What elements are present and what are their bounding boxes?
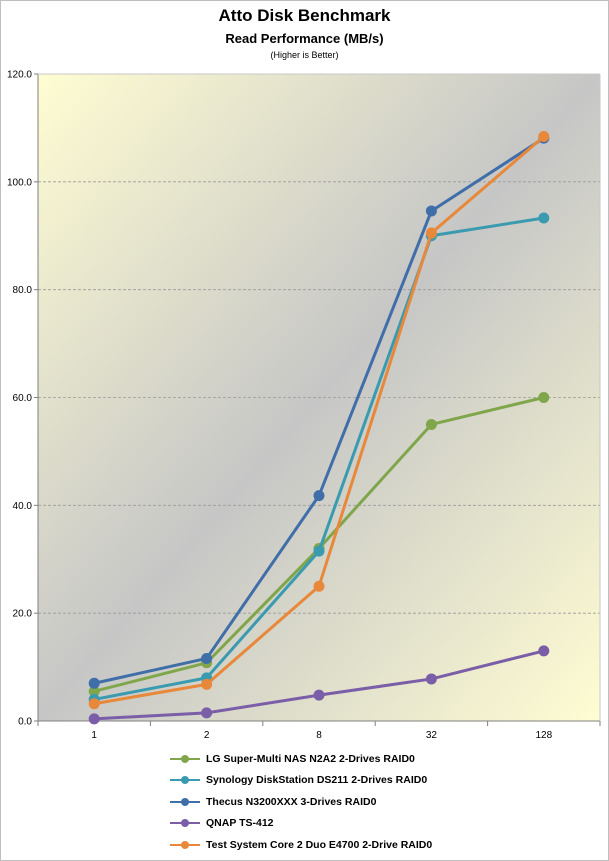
x-tick-label: 2 [204,730,210,741]
data-point [88,698,100,710]
legend-swatch [170,797,200,807]
y-tick-label: 20.0 [13,609,33,620]
legend-label: Thecus N3200XXX 3-Drives RAID0 [206,795,377,808]
data-point [425,673,437,685]
legend-swatch [170,775,200,785]
data-point [538,645,550,657]
legend-label: QNAP TS-412 [206,817,274,830]
data-point [313,689,325,701]
chart-note: (Higher is Better) [270,50,339,60]
legend-swatch [170,754,200,764]
y-tick-label: 100.0 [7,177,32,188]
data-point [313,490,325,502]
legend-label: Test System Core 2 Duo E4700 2-Drive RAI… [206,838,433,851]
legend-item: LG Super-Multi NAS N2A2 2-Drives RAID0 [170,748,432,770]
data-point [313,545,325,557]
legend-label: LG Super-Multi NAS N2A2 2-Drives RAID0 [206,752,415,765]
chart-subtitle: Read Performance (MB/s) [225,31,384,46]
legend-item: Synology DiskStation DS211 2-Drives RAID… [170,770,432,792]
legend-item: Test System Core 2 Duo E4700 2-Drive RAI… [170,834,432,856]
y-tick-label: 120.0 [7,70,32,81]
data-point [88,677,100,689]
legend: LG Super-Multi NAS N2A2 2-Drives RAID0 Sy… [170,748,432,856]
data-point [538,212,550,224]
data-point [538,392,550,403]
legend-swatch [170,840,200,850]
y-tick-label: 80.0 [13,285,33,296]
x-tick-label: 128 [535,730,552,741]
legend-item: QNAP TS-412 [170,813,432,835]
data-point [201,707,213,719]
legend-item: Thecus N3200XXX 3-Drives RAID0 [170,791,432,813]
data-point [201,652,213,664]
x-tick-label: 1 [91,730,97,741]
y-tick-label: 60.0 [13,393,33,404]
data-point [88,713,100,725]
x-tick-label: 32 [426,730,438,741]
data-point [425,205,437,217]
chart-title: Atto Disk Benchmark [218,6,391,25]
data-point [88,685,100,697]
data-point [313,580,325,592]
y-tick-label: 40.0 [13,501,33,512]
legend-swatch [170,818,200,828]
y-tick-label: 0.0 [18,717,32,728]
data-point [425,418,437,430]
legend-label: Synology DiskStation DS211 2-Drives RAID… [206,774,428,787]
data-point [425,227,437,239]
x-tick-label: 8 [316,730,322,741]
data-point [201,678,213,690]
data-point [538,131,550,143]
